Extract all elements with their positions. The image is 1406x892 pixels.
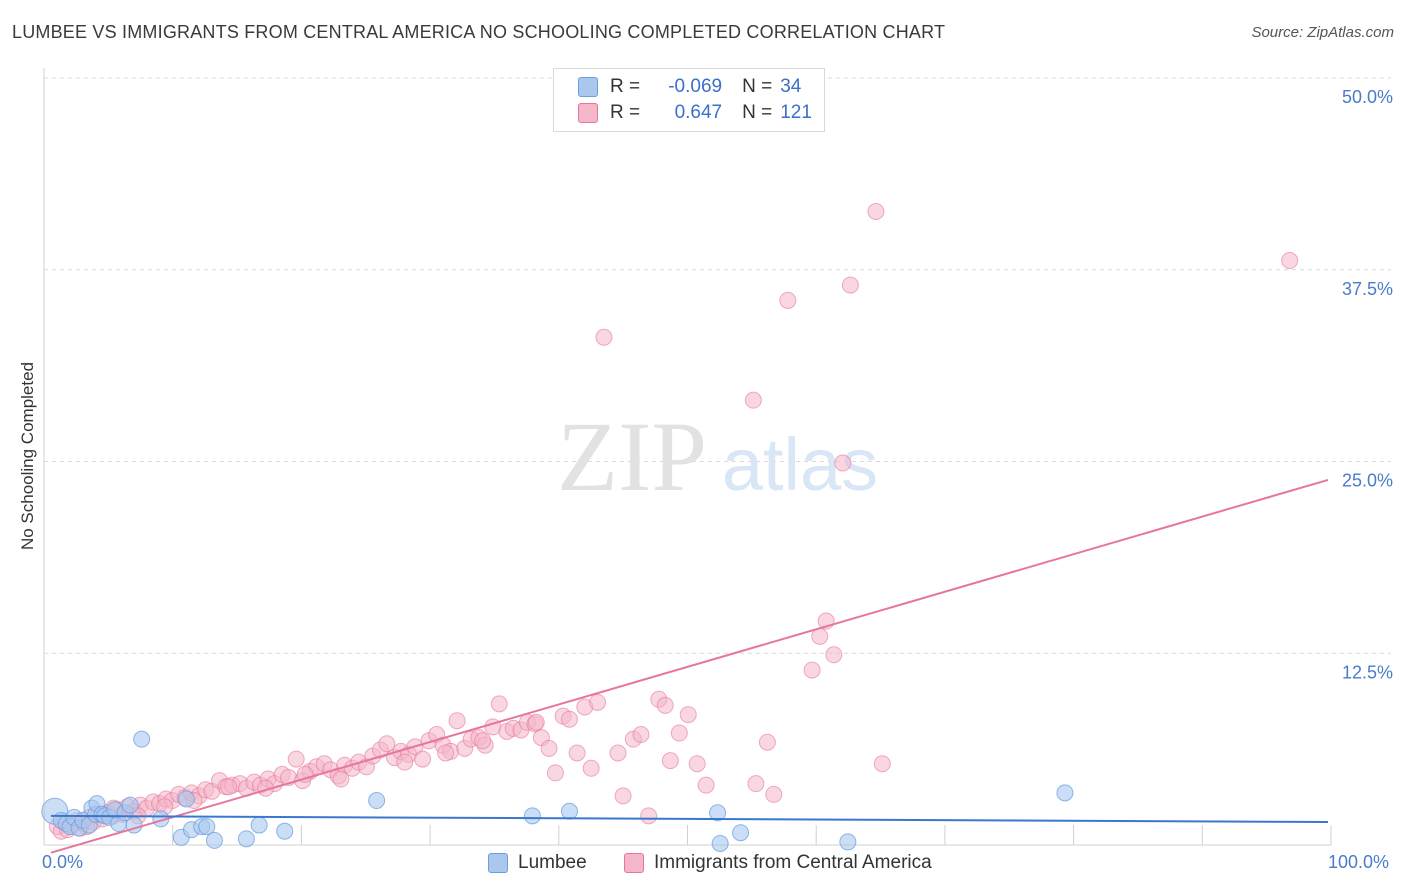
- point-lumbee: [560, 802, 578, 820]
- point-lumbee: [250, 816, 268, 834]
- point-immigrants: [765, 785, 783, 803]
- point-immigrants: [841, 276, 859, 294]
- point-immigrants: [614, 787, 632, 805]
- point-lumbee: [523, 807, 541, 825]
- trend-line-immigrants: [50, 478, 1329, 854]
- legend-item-lumbee: Lumbee: [488, 852, 587, 874]
- point-immigrants: [414, 750, 432, 768]
- point-immigrants: [873, 755, 891, 773]
- point-immigrants: [834, 454, 852, 472]
- point-immigrants: [527, 713, 545, 731]
- point-immigrants: [540, 739, 558, 757]
- point-immigrants: [490, 695, 508, 713]
- point-immigrants: [609, 744, 627, 762]
- point-lumbee: [732, 824, 750, 842]
- lumbee-swatch: [488, 853, 508, 873]
- n-label: N =: [742, 76, 773, 97]
- point-immigrants: [568, 744, 586, 762]
- legend-row-lumbee: R = -0.069 N = 34: [578, 75, 801, 99]
- source-label: Source: ZipAtlas.com: [1251, 24, 1394, 41]
- point-immigrants: [640, 807, 658, 825]
- point-lumbee: [709, 804, 727, 822]
- lumbee-swatch: [578, 77, 598, 97]
- watermark-zip: ZIP: [557, 401, 707, 512]
- trend-lines: [50, 478, 1329, 854]
- point-lumbee: [121, 796, 139, 814]
- y-tick-label: 50.0%: [1342, 87, 1393, 107]
- y-tick-labels: 12.5% 25.0% 37.5% 50.0%: [1342, 87, 1393, 682]
- point-immigrants: [378, 735, 396, 753]
- point-immigrants: [867, 202, 885, 220]
- point-lumbee: [368, 792, 386, 810]
- point-immigrants: [332, 770, 350, 788]
- watermark: ZIP atlas: [557, 401, 878, 512]
- point-immigrants: [744, 391, 762, 409]
- r-label: R =: [610, 76, 641, 97]
- legend-row-immigrants: R = 0.647 N = 121: [578, 101, 812, 125]
- immigrants-swatch: [578, 103, 598, 123]
- point-lumbee: [133, 730, 151, 748]
- point-lumbee: [237, 830, 255, 848]
- series-legend: Lumbee Immigrants from Central America: [0, 852, 1406, 878]
- y-tick-label: 25.0%: [1342, 471, 1393, 491]
- point-immigrants: [595, 328, 613, 346]
- point-immigrants: [803, 661, 821, 679]
- legend-item-immigrants: Immigrants from Central America: [624, 852, 932, 874]
- point-immigrants: [474, 732, 492, 750]
- point-immigrants: [825, 646, 843, 664]
- point-immigrants: [437, 744, 455, 762]
- series-lumbee-points: [41, 730, 1074, 852]
- n-value: 121: [780, 102, 812, 123]
- point-immigrants: [758, 733, 776, 751]
- point-immigrants: [589, 693, 607, 711]
- n-value: 34: [780, 76, 802, 97]
- point-immigrants: [448, 712, 466, 730]
- point-immigrants: [688, 755, 706, 773]
- point-lumbee: [711, 834, 729, 852]
- r-value: 0.647: [674, 102, 723, 123]
- y-tick-label: 37.5%: [1342, 279, 1393, 299]
- point-lumbee: [198, 818, 216, 836]
- trend-line-lumbee: [50, 814, 1329, 823]
- point-immigrants: [560, 710, 578, 728]
- point-immigrants: [220, 778, 238, 796]
- legend-label-lumbee: Lumbee: [518, 852, 587, 873]
- point-immigrants: [632, 726, 650, 744]
- axes: [43, 68, 1332, 846]
- r-value: -0.069: [668, 76, 723, 97]
- point-immigrants: [287, 750, 305, 768]
- point-immigrants: [779, 291, 797, 309]
- legend-label-immigrants: Immigrants from Central America: [654, 852, 932, 873]
- gridlines: [44, 77, 1391, 654]
- series-immigrants-points: [48, 202, 1299, 840]
- point-immigrants: [582, 759, 600, 777]
- point-lumbee: [276, 822, 294, 840]
- r-label: R =: [610, 102, 641, 123]
- point-lumbee: [839, 833, 857, 851]
- chart-title: LUMBEE VS IMMIGRANTS FROM CENTRAL AMERIC…: [12, 22, 946, 42]
- point-lumbee: [177, 790, 195, 808]
- point-immigrants: [296, 765, 314, 783]
- point-immigrants: [747, 775, 765, 793]
- correlation-legend: R = -0.069 N = 34 R = 0.647 N = 121: [553, 68, 825, 132]
- watermark-atlas: atlas: [722, 423, 878, 506]
- point-immigrants: [656, 696, 674, 714]
- point-immigrants: [661, 752, 679, 770]
- immigrants-swatch: [624, 853, 644, 873]
- x-tick-min: 0.0%: [42, 852, 84, 872]
- x-tick-max: 100.0%: [1328, 852, 1390, 872]
- point-lumbee: [205, 831, 223, 849]
- point-immigrants: [1281, 252, 1299, 270]
- point-immigrants: [670, 724, 688, 742]
- y-tick-label: 12.5%: [1342, 662, 1393, 682]
- point-immigrants: [697, 776, 715, 794]
- point-lumbee: [1056, 784, 1074, 802]
- point-immigrants: [546, 764, 564, 782]
- point-immigrants: [679, 706, 697, 724]
- n-label: N =: [742, 102, 773, 123]
- point-immigrants: [396, 753, 414, 771]
